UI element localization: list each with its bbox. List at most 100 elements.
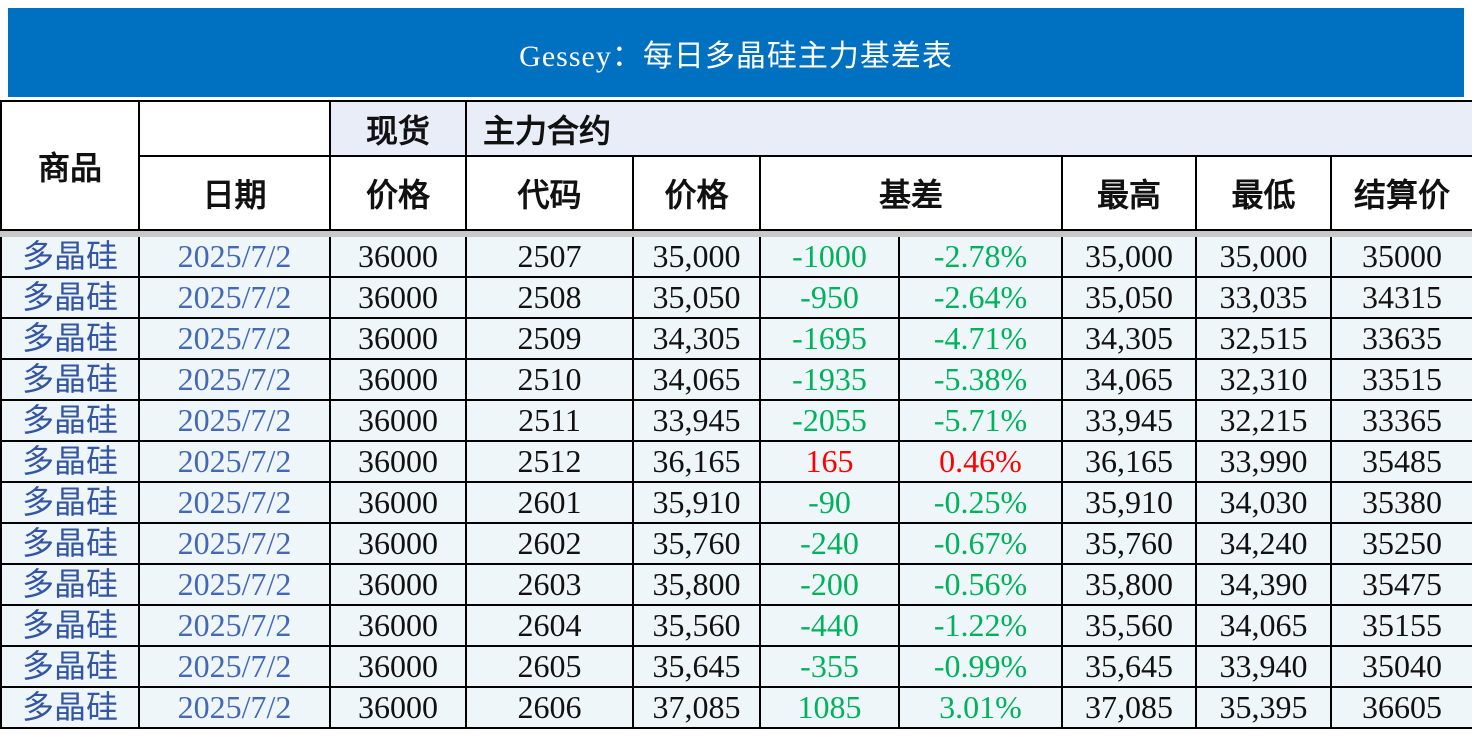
cell-code: 2507: [465, 237, 634, 278]
cell-spot-price: 36000: [329, 317, 467, 360]
cell-high: 33,945: [1061, 399, 1197, 442]
cell-commodity: 多晶硅: [0, 358, 140, 401]
cell-low: 35,395: [1195, 686, 1332, 729]
cell-low: 34,030: [1195, 481, 1332, 524]
cell-spot-price: 36000: [329, 276, 467, 319]
cell-code: 2604: [465, 604, 634, 647]
cell-basis-pct: -4.71%: [898, 317, 1063, 360]
cell-price: 35,645: [632, 645, 761, 688]
basis-table-body: 多晶硅 2025/7/2 36000 2507 35,000 -1000 -2.78% 35,…: [0, 237, 1472, 729]
col-header-price: 价格: [632, 155, 761, 231]
cell-basis: -90: [759, 481, 900, 524]
cell-basis: -1695: [759, 317, 900, 360]
cell-basis-pct: -2.64%: [898, 276, 1063, 319]
cell-low: 32,515: [1195, 317, 1332, 360]
cell-low: 33,940: [1195, 645, 1332, 688]
cell-settlement: 36605: [1330, 686, 1472, 729]
cell-price: 36,165: [632, 440, 761, 483]
cell-price: 35,800: [632, 563, 761, 606]
header-row-fields: 日期 价格 代码 价格 基差 最高 最低 结算价: [1, 155, 1472, 231]
title-bar: Gessey：每日多晶硅主力基差表: [8, 8, 1464, 97]
col-header-high: 最高: [1061, 155, 1197, 231]
cell-date: 2025/7/2: [138, 317, 331, 360]
cell-basis-pct: 0.46%: [898, 440, 1063, 483]
cell-price: 35,050: [632, 276, 761, 319]
cell-settlement: 35475: [1330, 563, 1472, 606]
cell-basis: -1935: [759, 358, 900, 401]
col-header-date: 日期: [138, 155, 331, 231]
cell-price: 35,760: [632, 522, 761, 565]
cell-high: 35,050: [1061, 276, 1197, 319]
cell-date: 2025/7/2: [138, 399, 331, 442]
table-row: 多晶硅 2025/7/2 36000 2604 35,560 -440 -1.22% 35,5…: [0, 604, 1472, 647]
cell-price: 34,065: [632, 358, 761, 401]
cell-code: 2512: [465, 440, 634, 483]
cell-low: 32,215: [1195, 399, 1332, 442]
cell-basis: -240: [759, 522, 900, 565]
cell-price: 35,560: [632, 604, 761, 647]
cell-basis-pct: -0.99%: [898, 645, 1063, 688]
cell-commodity: 多晶硅: [0, 440, 140, 483]
cell-settlement: 35155: [1330, 604, 1472, 647]
page-title: Gessey：每日多晶硅主力基差表: [519, 39, 953, 73]
table-row: 多晶硅 2025/7/2 36000 2512 36,165 165 0.46% 36,165…: [0, 440, 1472, 483]
cell-price: 33,945: [632, 399, 761, 442]
col-header-basis: 基差: [759, 155, 1063, 231]
cell-code: 2508: [465, 276, 634, 319]
basis-table-header: 商品 现货 主力合约 日期 价格 代码 价格 基差 最高 最低 结算价: [0, 100, 1472, 231]
cell-settlement: 35040: [1330, 645, 1472, 688]
cell-high: 36,165: [1061, 440, 1197, 483]
cell-high: 35,560: [1061, 604, 1197, 647]
cell-basis-pct: -0.67%: [898, 522, 1063, 565]
cell-date: 2025/7/2: [138, 686, 331, 729]
cell-spot-price: 36000: [329, 399, 467, 442]
cell-basis: 165: [759, 440, 900, 483]
cell-spot-price: 36000: [329, 645, 467, 688]
cell-commodity: 多晶硅: [0, 317, 140, 360]
cell-date: 2025/7/2: [138, 522, 331, 565]
cell-basis: -1000: [759, 237, 900, 278]
col-header-settlement: 结算价: [1330, 155, 1472, 231]
cell-high: 35,910: [1061, 481, 1197, 524]
cell-price: 37,085: [632, 686, 761, 729]
cell-date: 2025/7/2: [138, 276, 331, 319]
cell-date: 2025/7/2: [138, 563, 331, 606]
cell-commodity: 多晶硅: [0, 399, 140, 442]
cell-basis: 1085: [759, 686, 900, 729]
cell-date: 2025/7/2: [138, 358, 331, 401]
table-row: 多晶硅 2025/7/2 36000 2509 34,305 -1695 -4.71% 34,…: [0, 317, 1472, 360]
table-rows: 多晶硅 2025/7/2 36000 2507 35,000 -1000 -2.78% 35,…: [0, 237, 1472, 729]
cell-date: 2025/7/2: [138, 237, 331, 278]
cell-code: 2510: [465, 358, 634, 401]
col-group-main-contract: 主力合约: [465, 100, 1472, 157]
cell-basis: -950: [759, 276, 900, 319]
cell-basis-pct: -5.71%: [898, 399, 1063, 442]
cell-commodity: 多晶硅: [0, 686, 140, 729]
cell-date: 2025/7/2: [138, 440, 331, 483]
table-row: 多晶硅 2025/7/2 36000 2602 35,760 -240 -0.67% 35,7…: [0, 522, 1472, 565]
cell-date: 2025/7/2: [138, 604, 331, 647]
col-header-code: 代码: [465, 155, 634, 231]
cell-code: 2605: [465, 645, 634, 688]
cell-commodity: 多晶硅: [0, 645, 140, 688]
header-body-separator: [0, 231, 1472, 237]
cell-code: 2606: [465, 686, 634, 729]
cell-spot-price: 36000: [329, 237, 467, 278]
cell-code: 2602: [465, 522, 634, 565]
col-group-spot: 现货: [329, 100, 467, 157]
cell-settlement: 33635: [1330, 317, 1472, 360]
cell-low: 33,990: [1195, 440, 1332, 483]
cell-commodity: 多晶硅: [0, 276, 140, 319]
cell-commodity: 多晶硅: [0, 522, 140, 565]
cell-settlement: 35485: [1330, 440, 1472, 483]
cell-basis: -2055: [759, 399, 900, 442]
cell-spot-price: 36000: [329, 563, 467, 606]
table-row: 多晶硅 2025/7/2 36000 2603 35,800 -200 -0.56% 35,8…: [0, 563, 1472, 606]
cell-settlement: 33365: [1330, 399, 1472, 442]
cell-high: 35,800: [1061, 563, 1197, 606]
cell-low: 35,000: [1195, 237, 1332, 278]
cell-high: 35,645: [1061, 645, 1197, 688]
cell-spot-price: 36000: [329, 604, 467, 647]
cell-commodity: 多晶硅: [0, 481, 140, 524]
cell-settlement: 33515: [1330, 358, 1472, 401]
